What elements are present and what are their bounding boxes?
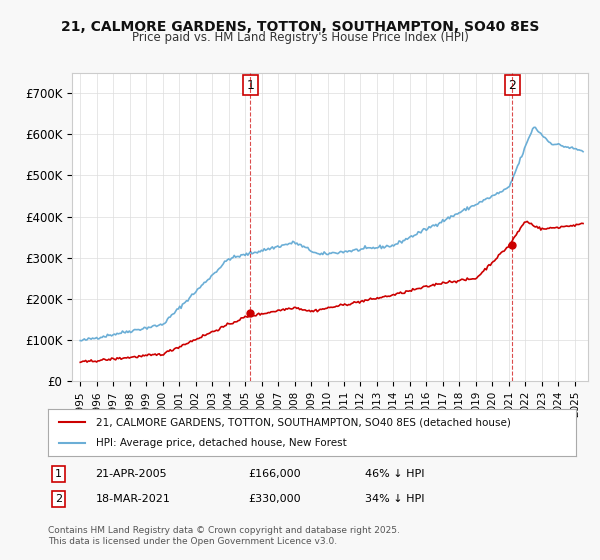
Text: 18-MAR-2021: 18-MAR-2021 [95,494,170,504]
Text: 34% ↓ HPI: 34% ↓ HPI [365,494,424,504]
Text: Contains HM Land Registry data © Crown copyright and database right 2025.
This d: Contains HM Land Registry data © Crown c… [48,526,400,546]
Text: £166,000: £166,000 [248,469,301,479]
Text: 1: 1 [246,78,254,92]
Text: 2: 2 [55,494,62,504]
Text: 21, CALMORE GARDENS, TOTTON, SOUTHAMPTON, SO40 8ES (detached house): 21, CALMORE GARDENS, TOTTON, SOUTHAMPTON… [95,417,511,427]
Text: 2: 2 [508,78,516,92]
Text: £330,000: £330,000 [248,494,301,504]
Text: HPI: Average price, detached house, New Forest: HPI: Average price, detached house, New … [95,438,346,448]
Text: Price paid vs. HM Land Registry's House Price Index (HPI): Price paid vs. HM Land Registry's House … [131,31,469,44]
Text: 21-APR-2005: 21-APR-2005 [95,469,167,479]
Text: 1: 1 [55,469,62,479]
Text: 21, CALMORE GARDENS, TOTTON, SOUTHAMPTON, SO40 8ES: 21, CALMORE GARDENS, TOTTON, SOUTHAMPTON… [61,20,539,34]
Text: 46% ↓ HPI: 46% ↓ HPI [365,469,424,479]
